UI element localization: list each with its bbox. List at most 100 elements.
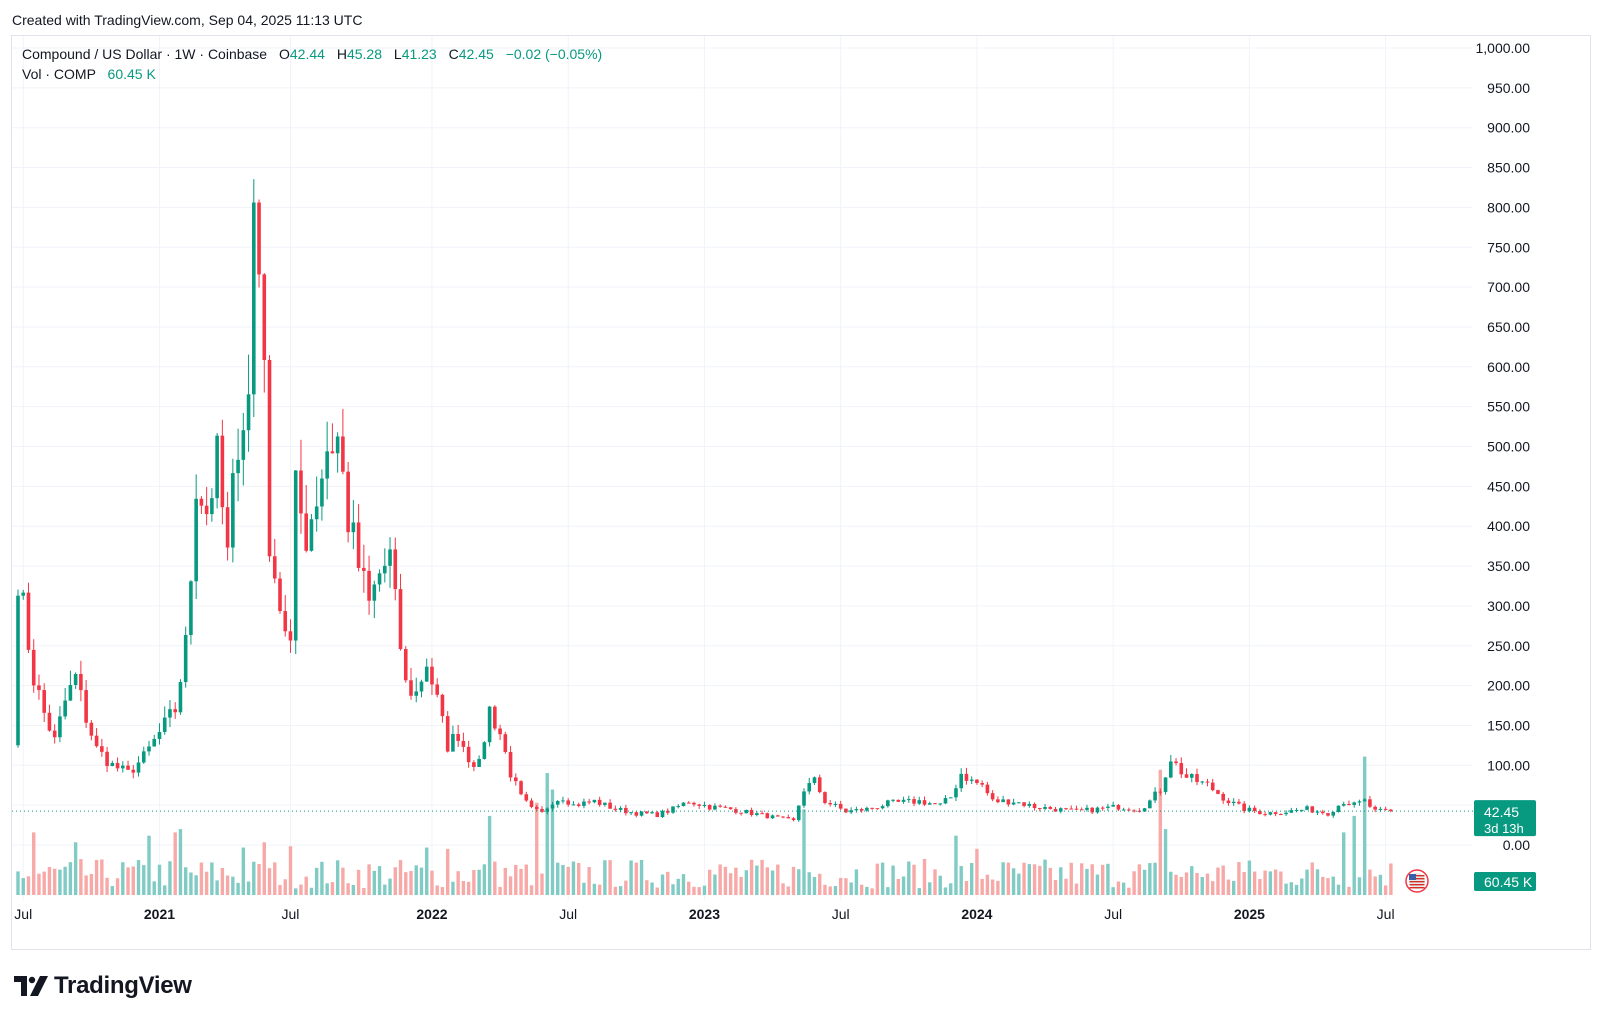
candle-body [393, 549, 398, 590]
candle-body [823, 792, 827, 804]
candle-body [1373, 806, 1377, 810]
volume-bar [886, 887, 890, 895]
candle-body [1127, 809, 1131, 811]
volume-bar [786, 886, 790, 895]
legend-volume-label[interactable]: Vol · COMP [22, 66, 96, 82]
volume-bar [1342, 832, 1346, 895]
volume-bar [126, 867, 130, 895]
volume-bar [524, 864, 528, 895]
candle-body [964, 773, 969, 781]
volume-bar [1158, 769, 1163, 895]
candle-body [178, 682, 183, 713]
candle-body [639, 811, 644, 816]
volume-bar [865, 886, 869, 895]
candle-body [325, 451, 329, 479]
volume-bar [183, 867, 188, 895]
legend-symbol[interactable]: Compound / US Dollar · 1W · Coinbase [22, 46, 268, 62]
volume-bar [377, 866, 382, 895]
candle-body [1017, 802, 1021, 804]
volume-bar [949, 883, 953, 895]
volume-bars [16, 756, 1393, 895]
volume-bar [576, 862, 581, 895]
candle-body [1169, 761, 1173, 778]
candle-body [440, 694, 445, 717]
volume-bar [157, 864, 162, 895]
volume-bar [1148, 863, 1152, 895]
candle-body [304, 513, 308, 551]
volume-bar [1284, 883, 1288, 895]
volume-bar [1142, 869, 1147, 895]
candle-body [1079, 809, 1084, 811]
legend-open: 42.44 [289, 46, 325, 62]
volume-bar [1268, 871, 1273, 895]
candle-body [162, 717, 167, 733]
candle-body [765, 813, 770, 819]
volume-bar [1368, 869, 1372, 895]
candle-body [68, 684, 73, 701]
volume-bar [1300, 878, 1304, 895]
volume-bar [52, 868, 57, 895]
us-flag-icon[interactable] [1405, 869, 1429, 893]
volume-bar [115, 878, 120, 895]
candle-body [21, 592, 26, 596]
volume-bar [346, 883, 350, 895]
candle-body [1100, 807, 1105, 809]
candle-body [189, 581, 193, 636]
volume-bar [63, 866, 67, 895]
volume-bar [739, 876, 743, 895]
candle-body [487, 706, 492, 743]
candle-body [1001, 799, 1005, 803]
volume-bar [770, 870, 775, 895]
volume-bar [744, 870, 749, 895]
candle-body [1294, 810, 1299, 812]
candle-body [665, 810, 670, 813]
volume-bar [875, 863, 880, 895]
volume-bar [16, 871, 20, 895]
candle-body [1184, 774, 1189, 778]
volume-bar [996, 880, 1000, 895]
volume-bar [32, 832, 36, 895]
volume-bar [571, 861, 576, 895]
candle-body [173, 709, 177, 713]
volume-bar [1006, 862, 1011, 895]
candle-body [645, 811, 649, 814]
candle-body [335, 436, 340, 454]
candle-body [786, 817, 791, 819]
volume-bar [990, 879, 995, 895]
candle-body [844, 808, 848, 813]
volume-bar [618, 886, 623, 895]
candle-body [849, 810, 853, 813]
volume-bar [351, 884, 356, 895]
candle-body [1305, 806, 1309, 810]
volume-bar [105, 877, 109, 895]
volume-bar [1048, 867, 1052, 895]
y-tick-label: 250.00 [1487, 638, 1530, 654]
volume-bar [1221, 865, 1225, 895]
volume-bar [1289, 882, 1294, 895]
tradingview-logo[interactable]: TradingView [14, 972, 192, 1000]
candle-body [650, 812, 654, 814]
candle-body [445, 716, 450, 752]
volume-bar [765, 867, 770, 895]
volume-bar [1038, 865, 1042, 895]
volume-bar [561, 864, 565, 895]
candle-body [1341, 804, 1346, 806]
candle-body [948, 797, 953, 799]
volume-bar [173, 832, 177, 895]
candle-body [1090, 807, 1094, 813]
volume-bar [487, 815, 492, 895]
candle-body [430, 666, 434, 685]
candle-body [529, 800, 534, 807]
candle-body [1022, 802, 1026, 806]
volume-bar [21, 878, 25, 895]
volume-bar [110, 886, 115, 895]
candle-body [257, 202, 261, 275]
candle-body [115, 762, 120, 769]
volume-bar [1043, 859, 1047, 895]
candle-body [1111, 804, 1115, 807]
volume-bar [288, 846, 293, 895]
volume-bar [414, 865, 418, 895]
volume-bar [833, 886, 838, 895]
us-flag-stripe [1409, 884, 1425, 886]
